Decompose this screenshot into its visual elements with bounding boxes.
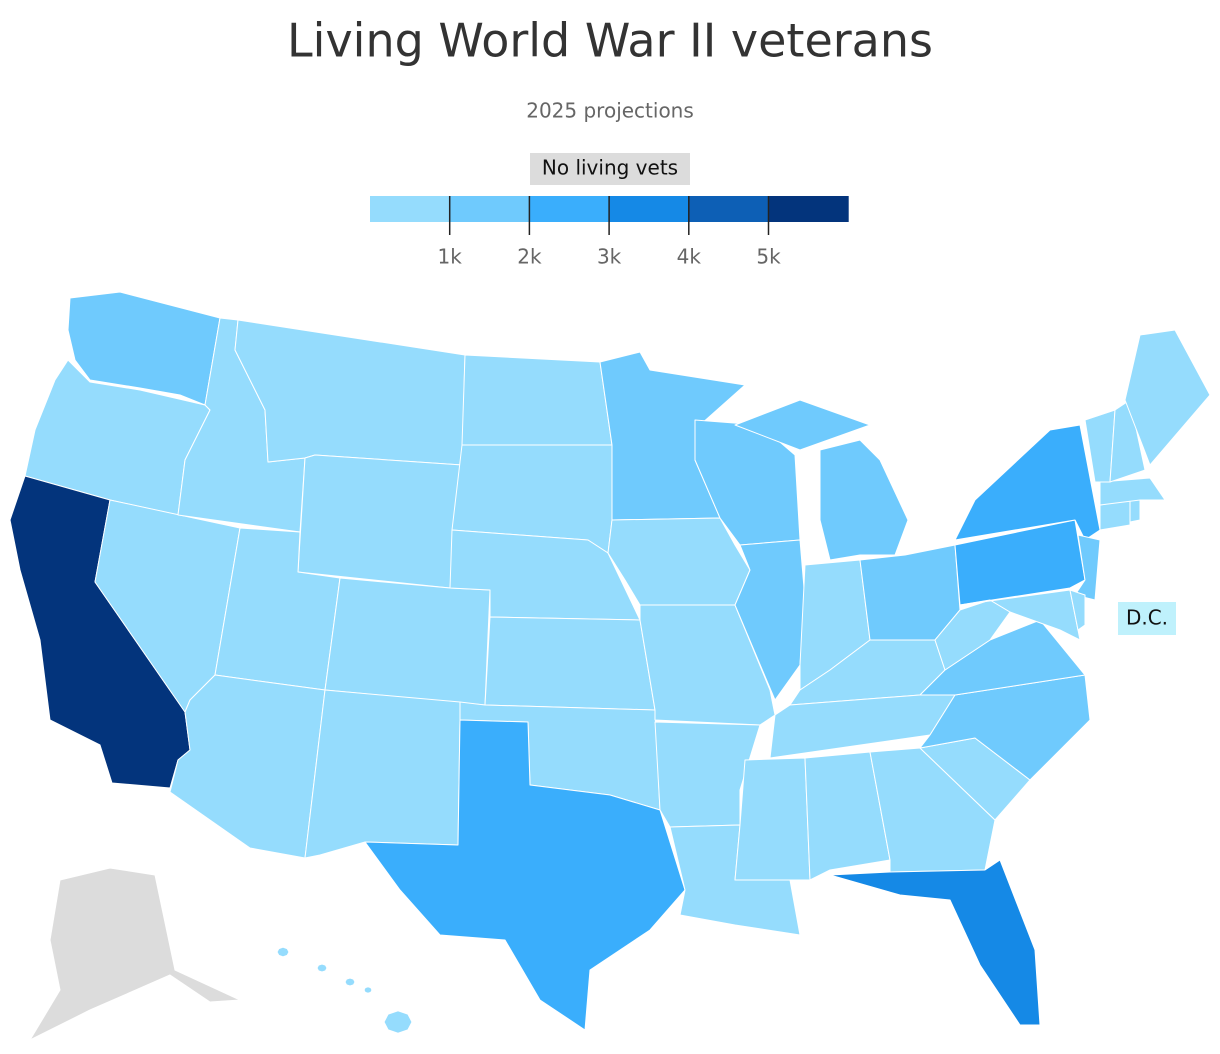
legend-tick-label: 4k — [677, 245, 702, 269]
state — [1069, 589, 1086, 631]
state — [1109, 399, 1146, 483]
state — [1099, 477, 1166, 506]
state — [461, 354, 613, 446]
state — [734, 539, 806, 701]
legend-swatch — [768, 196, 849, 222]
state — [1129, 499, 1141, 523]
state — [276, 946, 413, 1034]
zero-legend-box — [530, 153, 690, 185]
legend-tick-label: 1k — [438, 245, 463, 269]
state — [304, 689, 461, 859]
state — [29, 867, 241, 1041]
state — [484, 616, 656, 711]
annotation: D.C. — [1126, 606, 1168, 630]
legend-swatch — [529, 196, 610, 222]
state — [607, 517, 751, 606]
state — [234, 319, 466, 466]
state — [829, 859, 1041, 1026]
state — [324, 577, 491, 706]
state — [297, 454, 463, 589]
state — [954, 424, 1101, 541]
state — [859, 544, 961, 641]
legend-tick-label: 5k — [756, 245, 781, 269]
zero-legend-label: No living vets — [542, 156, 678, 180]
state — [954, 519, 1086, 606]
state — [67, 291, 221, 406]
legend-swatch — [609, 196, 690, 222]
state — [364, 719, 686, 1031]
state — [734, 757, 811, 881]
chart-title: Living World War II veterans — [287, 14, 933, 68]
state — [734, 399, 909, 561]
states — [9, 291, 1211, 1041]
chart-subtitle: 2025 projections — [526, 99, 694, 123]
legend-swatch — [370, 196, 451, 222]
state — [804, 751, 891, 881]
state — [1124, 329, 1211, 466]
legend-tick-label: 3k — [597, 245, 622, 269]
legend-swatch — [688, 196, 769, 222]
state — [919, 674, 1091, 781]
legend-tick-label: 2k — [517, 245, 542, 269]
legend-swatch — [449, 196, 530, 222]
annotation-box — [1118, 602, 1176, 635]
state — [169, 674, 326, 859]
